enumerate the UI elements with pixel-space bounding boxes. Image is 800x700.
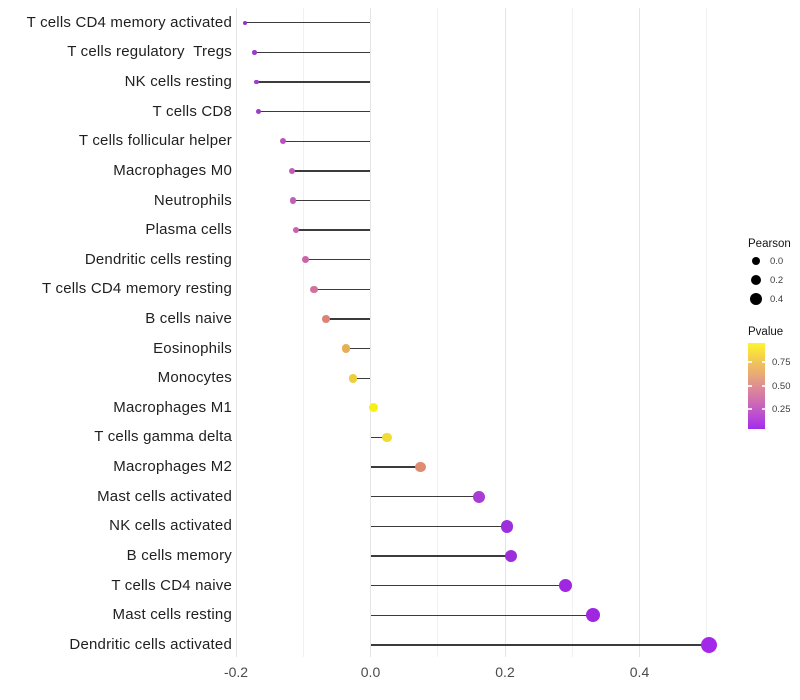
lollipop-stem <box>370 436 388 439</box>
x-axis-tick-label: 0.0 <box>360 664 381 680</box>
gridline-major <box>504 8 506 657</box>
data-point-dot <box>289 197 297 204</box>
lollipop-stem <box>258 110 371 113</box>
lollipop-stem <box>346 347 371 350</box>
y-axis-category-label: NK cells activated <box>109 517 232 535</box>
data-point-dot <box>292 226 300 234</box>
data-point-dot <box>254 79 260 85</box>
lollipop-stem <box>370 555 512 557</box>
x-axis-tick-label: 0.2 <box>495 664 515 680</box>
y-axis-category-label: T cells regulatory Tregs <box>67 43 232 61</box>
lollipop-stem <box>353 377 371 379</box>
y-axis-category-label: T cells CD8 <box>152 102 232 120</box>
data-point-dot <box>252 50 258 55</box>
gridline-major <box>639 8 640 657</box>
y-axis-category-label: Mast cells activated <box>97 487 232 505</box>
lollipop-stem <box>291 170 371 172</box>
lollipop-stem <box>244 22 371 24</box>
data-point-dot <box>369 403 379 413</box>
data-point-dot <box>280 138 287 145</box>
lollipop-stem <box>370 496 479 498</box>
data-point-dot <box>415 461 426 473</box>
colorbar-tick-mark-right <box>761 385 765 387</box>
data-point-dot <box>322 315 330 323</box>
y-axis-category-label: Macrophages M2 <box>113 458 232 476</box>
data-point-dot <box>504 549 518 563</box>
y-axis-category-label: Dendritic cells resting <box>84 250 232 268</box>
colorbar-tick-mark-left <box>748 408 752 410</box>
gridline-minor <box>302 8 304 657</box>
data-point-dot <box>348 373 358 383</box>
colorbar-tick-mark-right <box>761 408 765 410</box>
lollipop-stem <box>370 525 508 528</box>
legend-pvalue-tick-label: 0.50 <box>772 380 791 392</box>
data-point-dot <box>242 20 247 25</box>
y-axis-category-label: T cells CD4 naive <box>111 576 232 594</box>
data-point-dot <box>342 344 351 353</box>
y-axis-category-label: Mast cells resting <box>112 606 232 624</box>
legend-pearson-dot <box>750 274 762 286</box>
colorbar-tick-mark-left <box>748 385 752 387</box>
y-axis-category-label: Plasma cells <box>145 221 232 239</box>
y-axis-category-label: Eosinophils <box>153 339 232 357</box>
gridline-minor <box>437 8 439 657</box>
lollipop-stem <box>283 140 371 142</box>
data-point-dot <box>382 432 393 443</box>
legend-pvalue-tick-label: 0.75 <box>772 356 791 368</box>
lollipop-stem <box>370 584 566 587</box>
data-point-dot <box>472 490 485 503</box>
y-axis-category-label: T cells follicular helper <box>78 132 232 150</box>
y-axis-category-label: T cells CD4 memory activated <box>26 13 232 31</box>
lollipop-stem <box>305 259 371 261</box>
legend-pearson-title: Pearson <box>748 238 791 250</box>
gridline-major <box>370 8 371 657</box>
data-point-dot <box>558 578 573 593</box>
legend-pearson-value-label: 0.2 <box>770 274 784 286</box>
data-point-dot <box>585 608 601 623</box>
data-point-dot <box>255 109 261 115</box>
lollipop-stem <box>295 229 371 231</box>
y-axis-category-label: Macrophages M0 <box>113 161 232 179</box>
data-point-dot <box>301 256 309 264</box>
colorbar-tick-mark-left <box>748 361 752 363</box>
lollipop-stem <box>254 51 371 54</box>
x-axis-tick-label: 0.4 <box>629 664 650 680</box>
lollipop-stem <box>326 318 371 320</box>
y-axis-category-label: Monocytes <box>157 369 232 387</box>
gridline-minor <box>571 8 573 657</box>
data-point-dot <box>700 636 717 653</box>
legend-pearson-dot <box>751 256 761 266</box>
pvalue-colorbar <box>748 343 765 429</box>
lollipop-stem <box>293 199 371 202</box>
y-axis-category-label: Neutrophils <box>153 191 232 209</box>
x-axis-tick-label: -0.2 <box>223 664 249 680</box>
y-axis-category-label: T cells CD4 memory resting <box>42 280 232 298</box>
lollipop-stem <box>256 81 371 83</box>
legend-pvalue-tick-label: 0.25 <box>772 403 791 415</box>
y-axis-category-label: B cells memory <box>126 546 232 564</box>
legend-pvalue-title: Pvalue <box>748 326 784 338</box>
colorbar-tick-mark-right <box>761 361 765 363</box>
gridline-minor <box>706 8 708 657</box>
legend-pearson-value-label: 0.4 <box>770 293 784 305</box>
legend-pearson-value-label: 0.0 <box>770 255 784 267</box>
data-point-dot <box>500 520 514 533</box>
y-axis-category-label: Dendritic cells activated <box>69 635 232 653</box>
data-point-dot <box>288 167 296 175</box>
gridline-major <box>235 8 237 657</box>
y-axis-category-label: NK cells resting <box>124 73 232 91</box>
lollipop-stem <box>314 288 371 291</box>
data-point-dot <box>310 285 318 294</box>
legend-pearson-dot <box>749 292 763 306</box>
lollipop-stem <box>370 614 594 616</box>
y-axis-category-label: Macrophages M1 <box>113 398 232 416</box>
lollipop-stem <box>370 644 709 646</box>
lollipop-stem <box>370 466 421 468</box>
y-axis-category-label: B cells naive <box>145 310 232 327</box>
y-axis-category-label: T cells gamma delta <box>94 428 232 446</box>
